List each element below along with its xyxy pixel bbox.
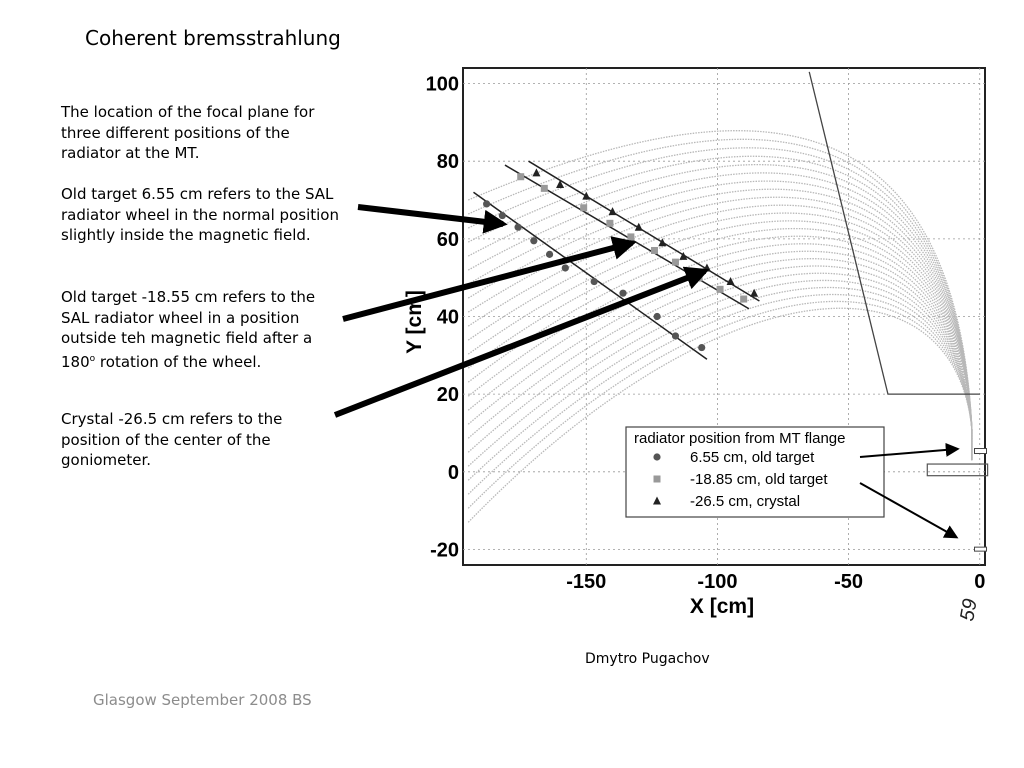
field-boundary-line bbox=[808, 71, 980, 395]
annotation-arrow bbox=[357, 204, 508, 234]
x-tick-label: -100 bbox=[697, 571, 737, 593]
legend-entry-label: -26.5 cm, crystal bbox=[690, 493, 800, 510]
legend-marker-square bbox=[653, 475, 661, 483]
data-point-square bbox=[580, 204, 588, 212]
data-point-circle bbox=[545, 250, 554, 258]
annotation-arrow bbox=[333, 266, 710, 418]
data-point-square bbox=[606, 219, 614, 227]
trajectory-curve bbox=[467, 204, 973, 461]
data-point-square bbox=[650, 246, 658, 254]
annotation-arrow bbox=[342, 236, 637, 322]
trajectory-curve bbox=[467, 164, 973, 461]
x-tick-label: -50 bbox=[834, 571, 863, 593]
y-tick-label: -20 bbox=[430, 539, 459, 561]
data-point-square bbox=[517, 173, 525, 181]
trajectory-curve bbox=[467, 155, 973, 461]
legend-entry-label: 6.55 cm, old target bbox=[690, 449, 815, 466]
data-point-circle bbox=[530, 237, 538, 245]
trajectory-curve bbox=[467, 196, 973, 461]
trajectory-curve bbox=[467, 293, 973, 495]
trajectory-curve bbox=[467, 130, 973, 461]
data-point-square bbox=[671, 258, 679, 266]
chart-legend: radiator position from MT flange 6.55 cm,… bbox=[625, 426, 885, 518]
data-point-triangle bbox=[658, 238, 667, 247]
paragraph-text-tail: rotation of the wheel. bbox=[95, 352, 262, 371]
paragraph-text: Old target -18.55 cm refers to the SAL r… bbox=[61, 288, 316, 371]
trajectory-curve bbox=[467, 220, 973, 461]
trajectory-curve bbox=[467, 258, 973, 461]
y-tick-label: 0 bbox=[448, 462, 459, 484]
legend-pointer-arrow bbox=[859, 482, 959, 539]
data-point-triangle bbox=[726, 277, 735, 286]
x-axis-label: X [cm] bbox=[690, 595, 754, 618]
data-point-circle bbox=[671, 332, 680, 340]
data-point-triangle bbox=[556, 179, 565, 188]
y-tick-label: 80 bbox=[437, 151, 459, 173]
legend-title: radiator position from MT flange bbox=[634, 430, 846, 447]
description-paragraph-old-target-18-55: Old target -18.55 cm refers to the SAL r… bbox=[61, 287, 346, 372]
radiator-marker-lower bbox=[974, 546, 988, 552]
trajectory-curve bbox=[467, 147, 973, 461]
trajectory-curve bbox=[467, 243, 973, 461]
trajectory-curve bbox=[467, 286, 973, 481]
data-point-triangle bbox=[679, 251, 688, 260]
trajectory-curve bbox=[467, 300, 973, 509]
data-point-triangle bbox=[750, 288, 759, 297]
data-point-square bbox=[627, 233, 635, 241]
trajectory-curve bbox=[467, 138, 973, 461]
data-point-square bbox=[740, 295, 748, 303]
data-point-triangle bbox=[634, 222, 643, 231]
y-tick-label: 20 bbox=[437, 384, 459, 406]
trajectory-curve bbox=[467, 172, 973, 461]
flange-box bbox=[926, 463, 989, 477]
legend-box bbox=[625, 426, 885, 518]
legend-marker-triangle bbox=[653, 496, 661, 505]
x-tick-label: 0 bbox=[974, 571, 985, 593]
y-tick-label: 100 bbox=[426, 74, 459, 96]
trajectory-curve bbox=[467, 265, 973, 461]
legend-pointer-arrow bbox=[859, 442, 960, 458]
data-point-square bbox=[540, 184, 548, 192]
trajectory-curve bbox=[467, 227, 973, 461]
trajectory-curve bbox=[467, 279, 973, 467]
data-point-triangle bbox=[532, 168, 541, 177]
description-paragraph-crystal: Crystal -26.5 cm refers to the position … bbox=[61, 410, 283, 469]
slide-title: Coherent bremsstrahlung bbox=[85, 26, 341, 50]
trajectory-curve bbox=[467, 235, 973, 461]
degree-superscript: o bbox=[89, 353, 96, 364]
author-name: Dmytro Pugachov bbox=[585, 651, 710, 667]
data-point-triangle bbox=[608, 207, 617, 216]
data-point-circle bbox=[619, 289, 627, 297]
data-point-circle bbox=[483, 200, 491, 208]
handwritten-note: 59 bbox=[956, 597, 982, 623]
data-point-circle bbox=[561, 264, 569, 272]
legend-marker-circle bbox=[653, 453, 661, 461]
data-point-triangle bbox=[582, 191, 591, 200]
data-point-circle bbox=[698, 343, 706, 352]
legend-entry-label: -18.85 cm, old target bbox=[690, 471, 828, 488]
data-point-circle bbox=[514, 223, 522, 231]
focal-plane-line bbox=[528, 160, 760, 302]
y-axis-label: Y [cm] bbox=[403, 290, 426, 354]
data-point-circle bbox=[498, 211, 506, 220]
description-paragraph-focal-plane: The location of the focal plane for thre… bbox=[61, 103, 315, 162]
footer-text: Glasgow September 2008 BS bbox=[93, 691, 312, 709]
y-tick-label: 40 bbox=[437, 307, 459, 329]
data-point-circle bbox=[653, 312, 661, 321]
trajectory-curve bbox=[467, 250, 973, 461]
trajectory-curve bbox=[467, 188, 973, 461]
data-point-square bbox=[716, 285, 724, 293]
data-point-circle bbox=[590, 277, 598, 286]
focal-plane-line bbox=[473, 191, 708, 360]
y-tick-label: 60 bbox=[437, 229, 459, 251]
x-tick-label: -150 bbox=[566, 571, 606, 593]
description-paragraph-old-target-6-55: Old target 6.55 cm refers to the SAL rad… bbox=[61, 185, 339, 244]
radiator-marker-upper bbox=[974, 448, 988, 455]
